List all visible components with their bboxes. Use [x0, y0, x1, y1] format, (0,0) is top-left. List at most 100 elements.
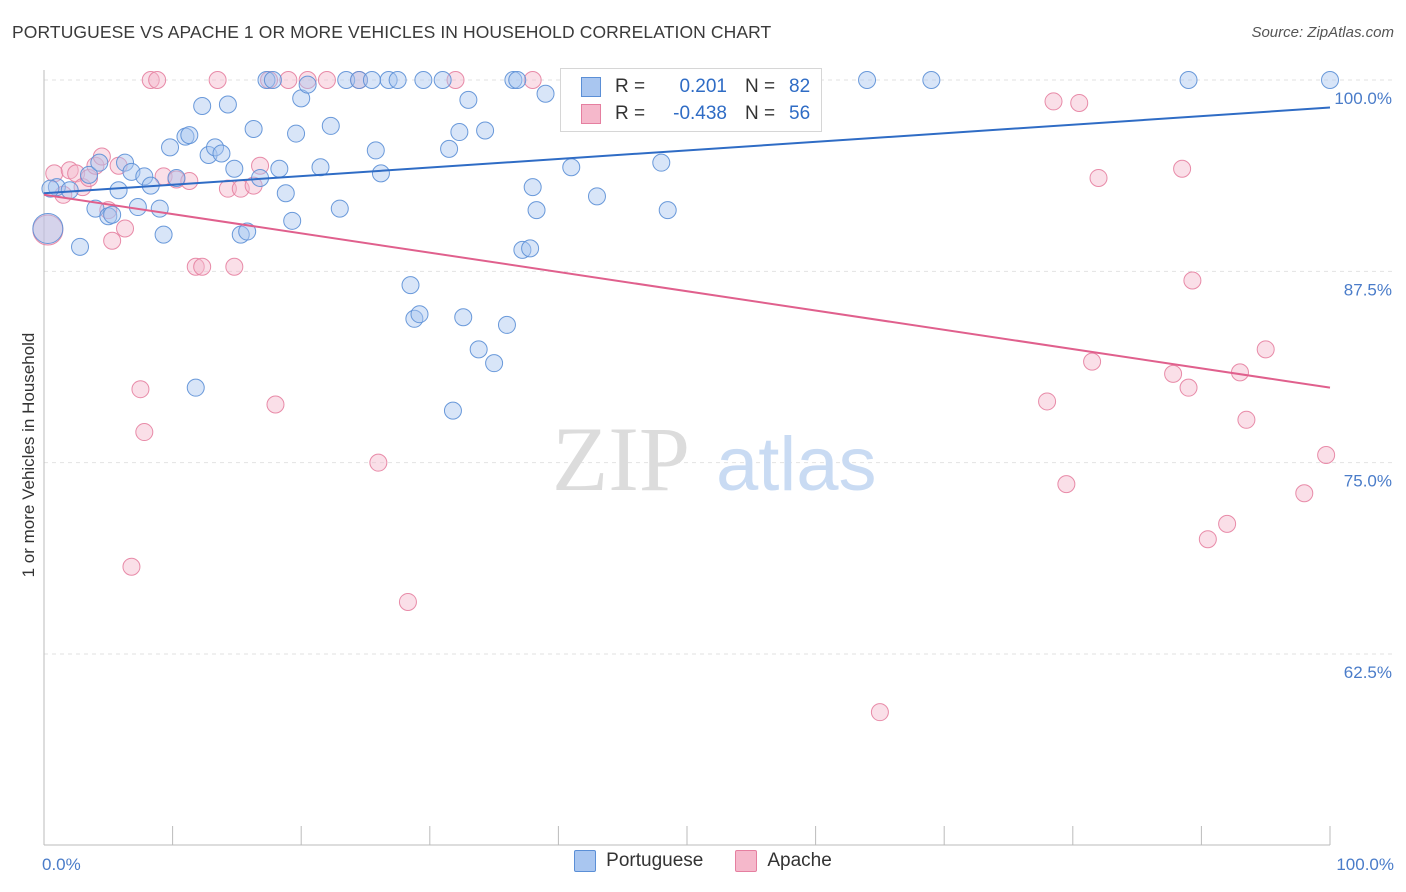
- apache-point: [1218, 514, 1237, 533]
- apache-point: [1198, 530, 1217, 549]
- portuguese-point: [440, 139, 459, 158]
- apache-point: [1089, 168, 1108, 187]
- apache-point: [45, 164, 64, 183]
- apache-point: [103, 231, 122, 250]
- legend-label-apache: Apache: [767, 850, 832, 871]
- portuguese-point: [150, 199, 169, 218]
- r-label: R =: [615, 76, 646, 97]
- apache-point: [135, 423, 154, 442]
- chart-title: PORTUGUESE VS APACHE 1 OR MORE VEHICLES …: [12, 22, 772, 42]
- correlation-legend: R = 0.201 N = 82 R = -0.438 N = 56: [560, 68, 822, 132]
- apache-point: [1164, 364, 1183, 383]
- portuguese-point: [410, 305, 429, 324]
- apache-point: [208, 71, 227, 89]
- apache-trend-line: [43, 193, 1331, 389]
- apache-point: [1295, 484, 1314, 503]
- portuguese-point: [523, 178, 542, 197]
- tick-labels: 100.0% 87.5% 75.0% 62.5% 0.0% 100.0%: [42, 89, 1394, 874]
- legend-item-portuguese[interactable]: Portuguese: [574, 850, 703, 872]
- portuguese-point: [238, 222, 257, 241]
- apache-point: [225, 257, 244, 276]
- apache-point: [131, 380, 150, 399]
- portuguese-point: [388, 71, 407, 89]
- portuguese-point: [186, 378, 205, 397]
- portuguese-point: [527, 201, 546, 220]
- apache-point: [870, 703, 889, 722]
- portuguese-point: [337, 71, 356, 89]
- r-label: R =: [615, 103, 646, 124]
- n-label: N =: [745, 103, 776, 124]
- portuguese-point: [536, 84, 555, 103]
- portuguese-point: [513, 240, 532, 259]
- apache-point: [1038, 392, 1057, 411]
- portuguese-point: [109, 181, 128, 200]
- portuguese-point: [485, 354, 504, 373]
- portuguese-point: [71, 237, 90, 256]
- portuguese-point: [922, 71, 941, 89]
- y-axis-label: 1 or more Vehicles in Household: [19, 333, 38, 578]
- apache-point: [141, 71, 160, 89]
- axes: [43, 70, 1331, 846]
- portuguese-point: [116, 153, 135, 172]
- legend-item-apache[interactable]: Apache: [735, 850, 832, 872]
- portuguese-point: [270, 159, 289, 178]
- portuguese-swatch: [574, 850, 597, 872]
- portuguese-point: [469, 340, 488, 359]
- portuguese-point: [193, 97, 212, 116]
- portuguese-point: [652, 153, 671, 172]
- trend-lines: [43, 106, 1331, 389]
- n-label: N =: [745, 76, 776, 97]
- portuguese-point: [414, 71, 433, 89]
- portuguese-point: [366, 141, 385, 160]
- r-value: 0.201: [679, 76, 727, 97]
- portuguese-point: [135, 167, 154, 186]
- apache-point: [116, 219, 135, 238]
- apache-swatch: [581, 104, 601, 124]
- portuguese-point: [504, 71, 523, 89]
- portuguese-point: [298, 75, 317, 94]
- apache-point: [244, 176, 263, 195]
- portuguese-point: [257, 71, 276, 89]
- portuguese-point: [287, 124, 306, 143]
- portuguese-point: [263, 71, 282, 89]
- apache-point: [1237, 410, 1256, 429]
- y-tick-label: 100.0%: [1334, 89, 1392, 108]
- portuguese-point: [459, 90, 478, 109]
- source-note: Source: ZipAtlas.com: [1251, 24, 1394, 41]
- y-tick-label: 87.5%: [1344, 280, 1392, 299]
- portuguese-points: [32, 71, 1339, 420]
- apache-point: [446, 71, 465, 89]
- portuguese-point: [80, 165, 99, 184]
- portuguese-point: [276, 184, 295, 203]
- apache-point: [148, 71, 167, 89]
- portuguese-point: [658, 201, 677, 220]
- portuguese-point: [454, 308, 473, 327]
- portuguese-point: [154, 225, 173, 244]
- portuguese-point: [401, 276, 420, 295]
- portuguese-point: [508, 71, 527, 89]
- apache-point: [1044, 92, 1063, 111]
- portuguese-point: [283, 211, 302, 230]
- apache-point: [398, 592, 417, 611]
- apache-point: [1057, 475, 1076, 494]
- apache-point: [1083, 352, 1102, 371]
- portuguese-point: [497, 315, 516, 334]
- portuguese-point: [450, 123, 469, 142]
- apache-point: [122, 557, 141, 576]
- apache-point: [317, 71, 336, 89]
- portuguese-point: [433, 71, 452, 89]
- apache-swatch: [735, 850, 758, 872]
- r-value: -0.438: [673, 103, 727, 124]
- portuguese-point: [858, 71, 877, 89]
- apache-point: [266, 395, 285, 414]
- apache-point: [523, 71, 542, 89]
- portuguese-point: [90, 153, 109, 172]
- apache-point: [369, 453, 388, 472]
- apache-point: [1179, 378, 1198, 397]
- portuguese-point: [311, 158, 330, 177]
- n-value: 82: [789, 76, 811, 97]
- legend-row-apache: R = -0.438 N = 56: [581, 100, 810, 128]
- portuguese-point: [321, 116, 340, 135]
- portuguese-point: [476, 121, 495, 140]
